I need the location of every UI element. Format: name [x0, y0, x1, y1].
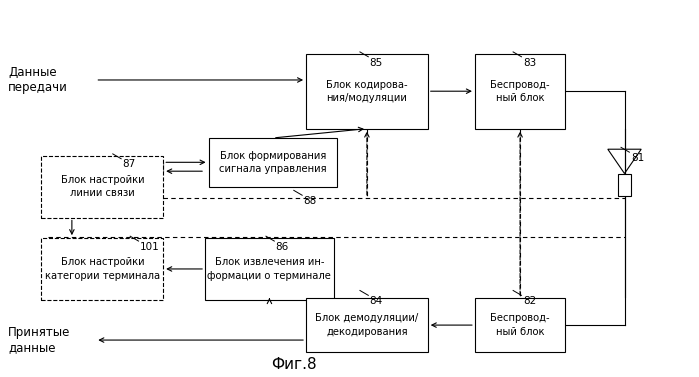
Text: 88: 88 — [303, 196, 317, 206]
FancyBboxPatch shape — [618, 173, 631, 196]
FancyBboxPatch shape — [205, 238, 334, 300]
FancyBboxPatch shape — [208, 138, 338, 187]
Text: 86: 86 — [275, 242, 289, 252]
Text: Принятые
данные: Принятые данные — [8, 326, 71, 354]
FancyBboxPatch shape — [475, 298, 565, 352]
Text: Фиг.8: Фиг.8 — [271, 357, 317, 372]
Text: Блок настройки
категории терминала: Блок настройки категории терминала — [45, 257, 160, 280]
FancyBboxPatch shape — [306, 54, 428, 129]
Text: 101: 101 — [140, 242, 159, 252]
Text: Беспровод-
ный блок: Беспровод- ный блок — [490, 80, 550, 103]
Text: 87: 87 — [122, 159, 136, 170]
Text: 81: 81 — [630, 153, 644, 163]
FancyBboxPatch shape — [306, 298, 428, 352]
Text: Беспровод-
ный блок: Беспровод- ный блок — [490, 314, 550, 337]
Text: 85: 85 — [370, 58, 383, 67]
FancyBboxPatch shape — [41, 156, 164, 218]
Text: 83: 83 — [523, 58, 536, 67]
Text: 84: 84 — [370, 296, 383, 306]
FancyBboxPatch shape — [475, 54, 565, 129]
Text: Блок извлечения ин-
формации о терминале: Блок извлечения ин- формации о терминале — [208, 257, 331, 280]
Text: Блок формирования
сигнала управления: Блок формирования сигнала управления — [219, 151, 326, 174]
Text: 82: 82 — [523, 296, 536, 306]
Text: Данные
передачи: Данные передачи — [8, 66, 69, 94]
Text: Блок настройки
линии связи: Блок настройки линии связи — [61, 175, 144, 198]
Text: Блок кодирова-
ния/модуляции: Блок кодирова- ния/модуляции — [326, 80, 408, 103]
FancyBboxPatch shape — [41, 238, 164, 300]
Text: Блок демодуляции/
декодирования: Блок демодуляции/ декодирования — [315, 314, 419, 337]
